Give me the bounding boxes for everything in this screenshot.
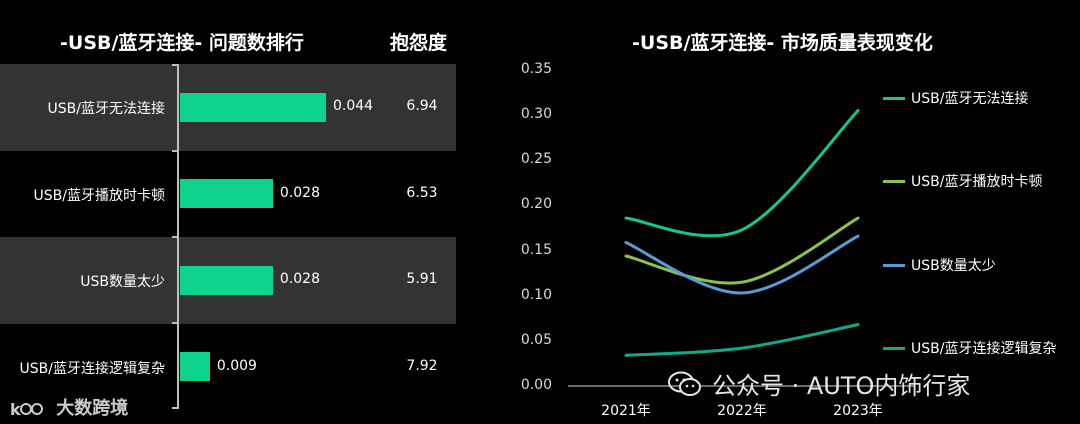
category-label: USB数量太少 [80,274,165,291]
bar-chart-title: -USB/蓝牙连接- 问题数排行 [60,32,304,54]
x-tick-label: 2021年 [601,403,651,419]
axis-tick [172,322,178,324]
axis-tick [172,407,178,409]
logo-mark-icon: k [10,399,44,419]
bar-value-label: 0.009 [216,357,257,374]
y-tick-label: 0.05 [520,331,552,348]
bar [180,179,273,209]
legend-label: USB/蓝牙无法连接 [911,91,1029,107]
series-line [624,323,860,357]
score-value: 5.91 [406,271,438,288]
svg-text:k: k [10,400,21,419]
watermark: 公众号 · AUTO内饰行家 [668,366,970,401]
legend-label: USB数量太少 [911,258,996,274]
bar [180,265,273,295]
legend-label: USB/蓝牙连接逻辑复杂 [911,341,1057,357]
watermark-text: 公众号 · AUTO内饰行家 [712,372,971,400]
category-label: USB/蓝牙无法连接 [47,101,165,118]
line-chart-title: -USB/蓝牙连接- 市场质量表现变化 [632,32,933,54]
legend-item: USB/蓝牙播放时卡顿 [883,171,1042,191]
series-line [624,109,860,238]
score-value: 7.92 [406,357,438,374]
y-tick-label: 0.15 [520,241,552,258]
bar [180,352,210,382]
y-tick-label: 0.20 [520,196,552,213]
y-tick-label: 0.00 [520,377,552,393]
category-label: USB/蓝牙连接逻辑复杂 [19,360,165,377]
series-line [624,234,860,295]
category-axis-line [177,64,179,409]
wechat-icon [668,371,702,397]
y-tick-label: 0.10 [520,286,552,303]
bar-value-label: 0.028 [279,271,320,288]
y-tick-label: 0.25 [520,151,552,168]
series-line [624,216,860,285]
score-header: 抱怨度 [390,32,448,54]
bar-value-label: 0.028 [279,184,320,201]
bar [180,92,326,122]
legend-swatch [883,96,905,100]
axis-tick [172,150,178,152]
x-tick-label: 2023年 [833,403,883,419]
y-tick-label: 0.35 [520,61,552,77]
axis-tick [172,236,178,238]
axis-tick [172,64,178,66]
y-tick-label: 0.30 [520,106,552,123]
logo-text: 大数跨境 [56,398,129,419]
bar-value-label: 0.044 [333,98,374,115]
x-tick-label: 2022年 [717,403,767,419]
legend-label: USB/蓝牙播放时卡顿 [911,174,1043,190]
score-value: 6.53 [406,184,438,201]
logo: k 大数跨境 [10,394,128,420]
legend-item: USB/蓝牙无法连接 [883,88,1028,108]
legend-swatch [883,263,905,267]
category-label: USB/蓝牙播放时卡顿 [33,187,165,204]
legend-swatch [883,179,905,183]
legend-item: USB/蓝牙连接逻辑复杂 [883,338,1056,358]
legend-item: USB数量太少 [883,255,996,275]
score-value: 6.94 [406,98,438,115]
legend-swatch [883,346,905,350]
